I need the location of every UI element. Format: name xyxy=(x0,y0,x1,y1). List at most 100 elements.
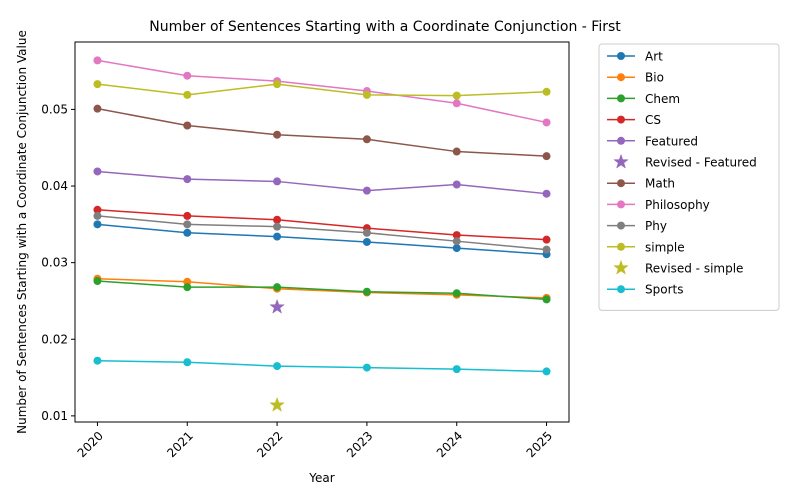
legend-item: Chem xyxy=(607,92,680,106)
legend-marker-icon xyxy=(617,285,625,294)
data-point xyxy=(362,135,371,144)
series-philosophy xyxy=(93,56,551,127)
data-point xyxy=(542,367,551,376)
y-tick-label: 0.05 xyxy=(41,102,68,116)
legend-item: CS xyxy=(607,113,661,127)
series-chem xyxy=(93,277,551,304)
legend-marker-icon xyxy=(617,136,625,145)
data-point xyxy=(542,245,551,254)
data-point xyxy=(452,91,461,100)
data-point xyxy=(93,167,102,176)
series-line xyxy=(97,359,547,373)
data-point xyxy=(542,189,551,198)
legend-label: CS xyxy=(645,113,661,127)
data-point xyxy=(273,80,282,89)
data-point xyxy=(183,175,192,184)
legend-marker-icon xyxy=(617,242,625,251)
data-point xyxy=(183,228,192,237)
y-axis-label: Number of Sentences Starting with a Coor… xyxy=(15,30,29,434)
legend-marker-icon xyxy=(617,52,625,60)
legend-label: Revised - Featured xyxy=(645,156,757,170)
legend-marker-icon xyxy=(617,94,625,103)
data-point xyxy=(183,220,192,229)
data-point xyxy=(452,365,461,374)
legend-item: Bio xyxy=(607,71,664,85)
series-cs xyxy=(93,205,551,244)
data-point xyxy=(452,237,461,246)
series-revised-simple xyxy=(269,396,285,412)
y-tick-label: 0.02 xyxy=(41,332,68,346)
legend-label: Bio xyxy=(645,71,664,85)
series-bio xyxy=(93,274,551,302)
data-point xyxy=(273,232,282,241)
data-point xyxy=(273,130,282,139)
legend-marker-icon xyxy=(617,179,625,188)
series-sports xyxy=(93,356,551,376)
series-line xyxy=(97,59,547,124)
series-phy xyxy=(93,211,551,254)
x-tick-label: 2025 xyxy=(524,429,555,460)
legend-label: Featured xyxy=(645,134,698,148)
data-point xyxy=(273,177,282,186)
series-line xyxy=(97,170,547,195)
data-point xyxy=(362,363,371,372)
legend-label: simple xyxy=(645,240,685,254)
legend-item: Sports xyxy=(607,283,683,297)
data-point xyxy=(183,90,192,99)
data-point xyxy=(542,235,551,244)
series-line xyxy=(97,209,547,241)
data-point xyxy=(273,222,282,231)
series-line xyxy=(97,215,547,251)
legend-star-icon xyxy=(613,259,629,275)
legend-item: Featured xyxy=(607,134,698,148)
legend-marker-icon xyxy=(617,200,625,209)
series-line xyxy=(97,277,547,299)
data-point xyxy=(93,220,102,229)
data-point xyxy=(93,211,102,220)
data-point xyxy=(542,152,551,161)
data-point xyxy=(273,362,282,371)
legend-marker-icon xyxy=(617,73,625,82)
legend-label: Revised - simple xyxy=(645,262,743,276)
data-point xyxy=(452,244,461,253)
legend-item: simple xyxy=(607,240,685,254)
plot-frame xyxy=(74,41,570,423)
legend-item: Revised - Featured xyxy=(613,153,757,170)
data-point xyxy=(362,287,371,296)
chart-title: Number of Sentences Starting with a Coor… xyxy=(149,19,621,35)
data-point xyxy=(452,99,461,108)
y-tick-label: 0.01 xyxy=(41,409,68,423)
x-tick-label: 2021 xyxy=(164,429,195,460)
x-tick-label: 2022 xyxy=(254,429,285,460)
data-point xyxy=(452,180,461,189)
plot-area xyxy=(93,56,551,412)
data-point xyxy=(273,283,282,292)
data-point xyxy=(452,289,461,298)
x-tick-label: 2024 xyxy=(434,429,465,460)
series-featured xyxy=(93,167,551,198)
legend-label: Phy xyxy=(645,219,667,233)
data-point xyxy=(93,356,102,365)
legend-item: Math xyxy=(607,177,675,191)
legend-label: Math xyxy=(645,177,675,191)
data-point xyxy=(362,186,371,195)
series-line xyxy=(97,280,547,301)
x-axis: 2020 2021 2022 2023 2024 2025 xyxy=(75,422,555,460)
data-point xyxy=(183,211,192,220)
series-line xyxy=(97,83,547,97)
series-simple xyxy=(93,80,551,100)
legend-label: Art xyxy=(645,50,663,64)
data-point xyxy=(93,56,102,65)
legend-marker-icon xyxy=(617,221,625,230)
data-point xyxy=(362,237,371,246)
y-tick-label: 0.03 xyxy=(41,256,68,270)
x-tick-label: 2023 xyxy=(344,429,375,460)
data-point xyxy=(542,87,551,96)
data-point xyxy=(183,358,192,367)
data-point xyxy=(452,231,461,240)
x-tick-label: 2020 xyxy=(75,429,106,460)
legend-item: Art xyxy=(607,50,663,64)
data-point xyxy=(273,215,282,224)
data-point xyxy=(183,283,192,292)
